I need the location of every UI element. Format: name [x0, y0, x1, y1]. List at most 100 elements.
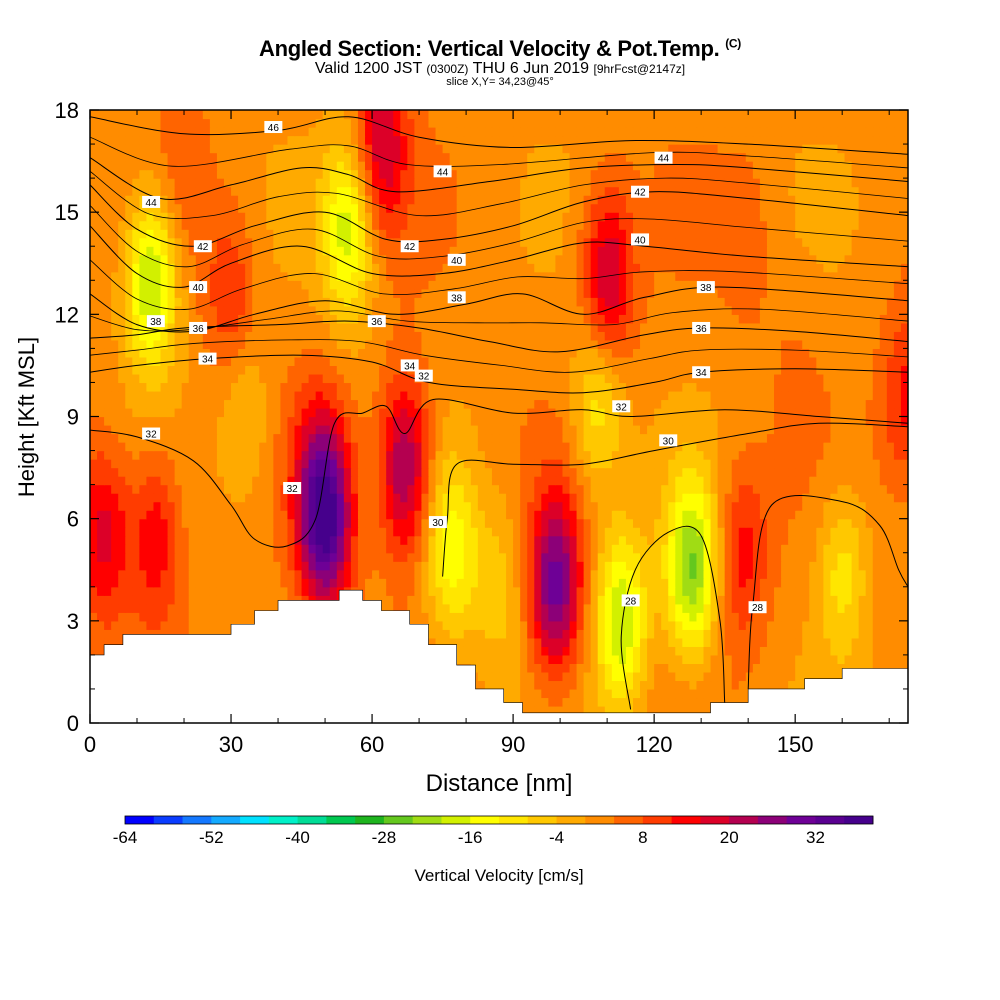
velocity-cell — [611, 646, 620, 656]
velocity-cell — [724, 493, 733, 503]
velocity-cell — [174, 476, 183, 486]
velocity-cell — [294, 416, 303, 426]
velocity-cell — [759, 373, 768, 384]
velocity-cell — [104, 459, 112, 469]
velocity-cell — [280, 442, 289, 452]
velocity-cell — [625, 552, 634, 562]
velocity-cell — [125, 356, 133, 367]
velocity-cell — [548, 484, 557, 494]
velocity-cell — [139, 561, 148, 571]
velocity-cell — [146, 382, 155, 392]
velocity-cell — [647, 407, 655, 418]
velocity-cell — [830, 629, 839, 639]
velocity-cell — [555, 578, 564, 588]
velocity-cell — [886, 586, 895, 596]
velocity-cell — [675, 510, 683, 520]
velocity-cell — [703, 407, 712, 418]
velocity-cell — [724, 510, 733, 520]
velocity-cell — [774, 629, 782, 639]
velocity-cell — [724, 476, 733, 486]
velocity-cell — [414, 390, 423, 401]
velocity-cell — [188, 561, 197, 571]
velocity-cell — [830, 476, 839, 486]
velocity-cell — [548, 595, 557, 605]
velocity-cell — [865, 612, 874, 622]
velocity-cell — [604, 586, 613, 596]
velocity-cell — [731, 442, 740, 452]
velocity-cell — [703, 399, 712, 409]
velocity-cell — [781, 535, 789, 545]
velocity-cell — [160, 382, 169, 392]
velocity-cell — [527, 595, 535, 605]
velocity-cell — [900, 390, 908, 401]
velocity-cell — [534, 552, 542, 562]
velocity-cell — [393, 578, 401, 588]
velocity-cell — [745, 399, 754, 409]
velocity-cell — [541, 399, 549, 409]
velocity-cell — [294, 493, 303, 503]
velocity-cell — [400, 510, 408, 520]
velocity-cell — [456, 399, 465, 409]
velocity-cell — [506, 390, 514, 401]
velocity-cell — [97, 620, 105, 630]
velocity-cell — [661, 688, 669, 699]
velocity-cell — [245, 561, 253, 571]
velocity-cell — [555, 603, 564, 613]
velocity-cell — [625, 442, 634, 452]
velocity-cell — [816, 663, 824, 673]
velocity-cell — [527, 382, 535, 392]
velocity-cell — [315, 484, 324, 494]
velocity-cell — [153, 382, 162, 392]
velocity-cell — [583, 544, 592, 554]
velocity-cell — [788, 407, 796, 418]
velocity-cell — [90, 365, 98, 375]
velocity-cell — [675, 663, 683, 673]
velocity-cell — [449, 510, 458, 520]
velocity-cell — [202, 620, 211, 630]
velocity-cell — [125, 425, 133, 435]
velocity-cell — [788, 501, 796, 511]
velocity-cell — [506, 484, 514, 494]
velocity-cell — [781, 544, 789, 554]
velocity-cell — [329, 450, 338, 460]
velocity-cell — [90, 501, 98, 511]
velocity-cell — [604, 416, 613, 426]
velocity-cell — [900, 459, 908, 469]
velocity-cell — [252, 416, 260, 426]
velocity-cell — [576, 612, 585, 622]
velocity-cell — [590, 390, 599, 401]
velocity-cell — [238, 442, 246, 452]
velocity-cell — [266, 459, 274, 469]
velocity-cell — [541, 390, 549, 401]
velocity-cell — [766, 620, 775, 630]
velocity-cell — [710, 510, 719, 520]
velocity-cell — [463, 518, 472, 528]
velocity-cell — [216, 365, 225, 375]
velocity-cell — [153, 373, 162, 384]
velocity-cell — [238, 450, 246, 460]
velocity-cell — [879, 518, 888, 528]
velocity-cell — [781, 365, 789, 375]
velocity-cell — [717, 569, 726, 579]
velocity-cell — [766, 373, 775, 384]
velocity-cell — [499, 654, 507, 664]
velocity-cell — [491, 433, 500, 443]
title-text: Angled Section: Vertical Velocity & Pot.… — [258, 36, 720, 61]
velocity-cell — [343, 535, 352, 545]
velocity-cell — [386, 425, 394, 435]
velocity-cell — [618, 484, 627, 494]
velocity-cell — [223, 365, 232, 375]
velocity-cell — [491, 493, 500, 503]
velocity-cell — [379, 407, 387, 418]
velocity-cell — [541, 578, 549, 588]
velocity-cell — [844, 578, 853, 588]
velocity-cell — [167, 595, 176, 605]
velocity-cell — [823, 407, 832, 418]
velocity-cell — [654, 544, 662, 554]
velocity-cell — [484, 390, 493, 401]
velocity-cell — [731, 356, 740, 367]
velocity-cell — [731, 373, 740, 384]
velocity-cell — [823, 544, 832, 554]
velocity-cell — [139, 510, 148, 520]
velocity-cell — [668, 467, 676, 477]
